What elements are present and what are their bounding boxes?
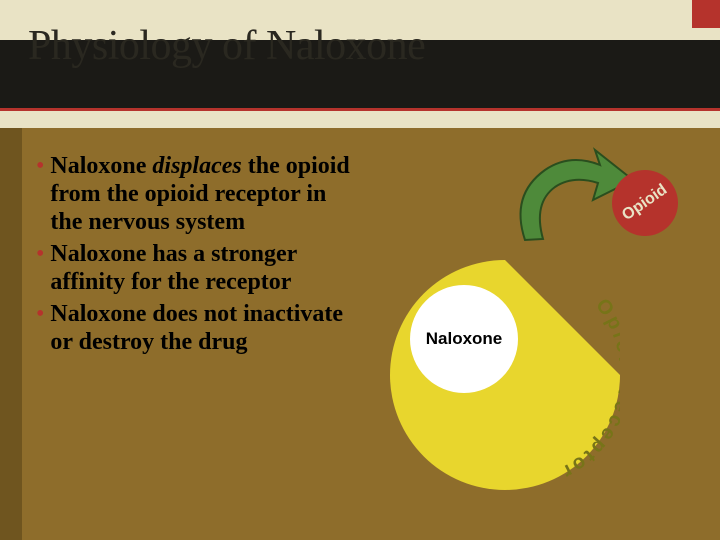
title-region: Physiology of Naloxone [0,0,720,128]
bullet-item: • Naloxone does not inactivate or destro… [36,300,356,356]
page-title: Physiology of Naloxone [28,22,425,70]
diagram: Opioid receptor Naloxone Opioid [370,150,710,520]
bullet-item: • Naloxone has a stronger affinity for t… [36,240,356,296]
opioid-label: Opioid [619,181,671,225]
title-underline [0,108,720,111]
naloxone-shape: Naloxone [410,285,518,393]
bullet-marker-icon: • [36,152,44,180]
bullet-text: Naloxone does not inactivate or destroy … [50,300,356,356]
bullet-item: • Naloxone displaces the opioid from the… [36,152,356,236]
bullet-text: Naloxone has a stronger affinity for the… [50,240,356,296]
corner-accent [692,0,720,28]
bullet-text: Naloxone displaces the opioid from the o… [50,152,356,236]
left-gutter [0,128,22,540]
bullet-list: • Naloxone displaces the opioid from the… [36,152,356,360]
bullet-marker-icon: • [36,300,44,328]
slide: Physiology of Naloxone • Naloxone displa… [0,0,720,540]
naloxone-label: Naloxone [426,329,503,349]
bullet-marker-icon: • [36,240,44,268]
